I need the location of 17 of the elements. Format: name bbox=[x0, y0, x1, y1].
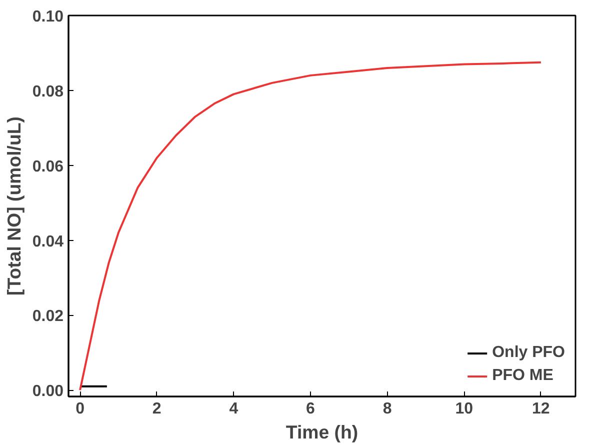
y-tick-label: 0.10 bbox=[32, 8, 64, 26]
x-tick-label: 10 bbox=[455, 400, 474, 418]
legend-label: Only PFO bbox=[492, 344, 565, 362]
y-tick-label: 0.08 bbox=[32, 83, 64, 100]
y-axis-title: [Total NO] (umol/uL) bbox=[3, 116, 24, 296]
x-tick-label: 6 bbox=[306, 400, 316, 418]
x-tick-label: 2 bbox=[152, 400, 162, 418]
x-axis-title: Time (h) bbox=[286, 422, 358, 442]
y-tick-label: 0.06 bbox=[32, 158, 64, 176]
x-tick-label: 4 bbox=[229, 400, 238, 418]
y-tick-label: 0.02 bbox=[32, 308, 64, 326]
x-tick-label: 12 bbox=[532, 400, 550, 418]
y-tick-label: 0.04 bbox=[32, 233, 64, 250]
legend-label: PFO ME bbox=[492, 367, 554, 385]
x-tick-label: 0 bbox=[76, 400, 85, 418]
x-tick-label: 8 bbox=[382, 400, 392, 418]
y-tick-label: 0.00 bbox=[32, 383, 64, 400]
